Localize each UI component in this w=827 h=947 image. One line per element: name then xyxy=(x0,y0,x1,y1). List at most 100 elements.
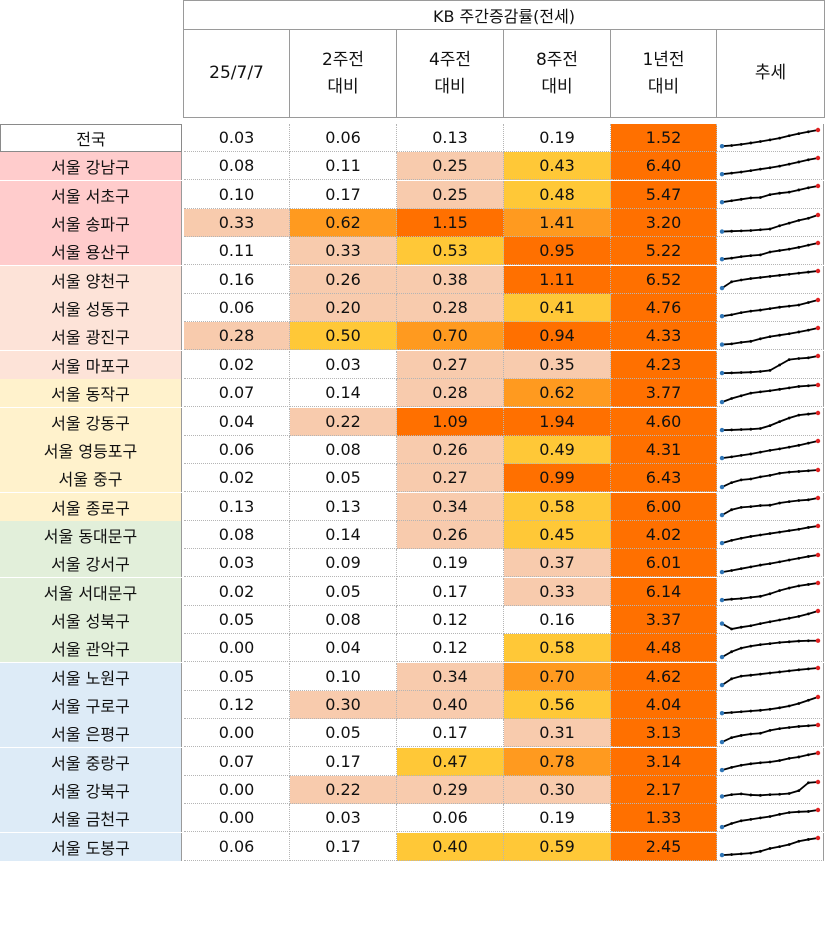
sparkline-point xyxy=(719,569,725,575)
trend-sparkline xyxy=(717,804,824,833)
sparkline-point xyxy=(749,709,753,712)
sparkline-svg xyxy=(719,439,821,461)
sparkline-point xyxy=(730,396,733,400)
table-row: 전국 0.03 0.06 0.13 0.19 1.52 xyxy=(0,124,827,152)
sparkline-point xyxy=(730,371,733,375)
sparkline-point xyxy=(797,218,801,222)
sparkline-point xyxy=(778,792,781,796)
sparkline-point xyxy=(739,340,743,344)
sparkline-point xyxy=(739,733,743,737)
sparkline-point xyxy=(730,677,733,681)
rate-cell: 0.10 xyxy=(290,662,397,691)
rate-cell: 1.33 xyxy=(611,804,717,833)
sparkline-svg xyxy=(719,665,821,688)
rate-cell: 0.62 xyxy=(290,209,397,238)
region-name: 서울 강동구 xyxy=(0,407,182,436)
sparkline-point xyxy=(815,694,821,699)
rate-cell: 0.03 xyxy=(184,124,290,152)
sparkline-svg xyxy=(719,127,821,148)
table-row: 서울 마포구 0.02 0.03 0.27 0.35 4.23 xyxy=(0,350,827,379)
sparkline-point xyxy=(797,724,801,728)
sparkline-point xyxy=(759,370,762,374)
table-row: 서울 노원구 0.05 0.10 0.34 0.70 4.62 xyxy=(0,662,827,691)
sparkline-point xyxy=(768,561,772,565)
sparkline-point xyxy=(797,330,801,334)
sparkline-point xyxy=(797,188,801,192)
region-name: 서울 중구 xyxy=(0,464,182,493)
rate-cell: 0.34 xyxy=(397,662,504,691)
table-row: 서울 종로구 0.13 0.13 0.34 0.58 6.00 xyxy=(0,492,827,521)
sparkline-point xyxy=(797,131,801,135)
sparkline-point xyxy=(719,484,725,489)
sparkline-point xyxy=(815,382,821,387)
region-name: 서울 은평구 xyxy=(0,719,182,748)
sparkline-point xyxy=(759,475,762,478)
region-name: 서울 강서구 xyxy=(0,549,182,578)
table-row: 서울 중랑구 0.07 0.17 0.47 0.78 3.14 xyxy=(0,747,827,776)
sparkline-point xyxy=(778,670,781,674)
sparkline-point xyxy=(778,191,781,195)
sparkline-point xyxy=(807,612,810,616)
table-row: 서울 서초구 0.10 0.17 0.25 0.48 5.47 xyxy=(0,180,827,209)
rate-cell: 4.02 xyxy=(611,520,717,549)
sparkline-point xyxy=(807,554,810,558)
trend-sparkline xyxy=(717,776,824,805)
sparkline-point xyxy=(787,162,791,166)
rate-cell: 0.05 xyxy=(184,605,290,634)
sparkline-point xyxy=(807,300,810,304)
column-header-text: 8주전 xyxy=(535,49,579,70)
sparkline-point xyxy=(815,779,821,784)
sparkline-point xyxy=(719,200,725,205)
rate-cell: 4.23 xyxy=(611,350,717,379)
sparkline-point xyxy=(730,312,733,316)
trend-sparkline xyxy=(717,464,824,493)
sparkline-point xyxy=(730,508,733,512)
sparkline-point xyxy=(778,589,781,593)
trend-sparkline xyxy=(717,549,824,578)
sparkline-point xyxy=(739,646,743,650)
rate-cell: 0.09 xyxy=(290,549,397,578)
region-name: 서울 용산구 xyxy=(0,237,182,266)
rate-cell: 0.50 xyxy=(290,322,397,351)
sparkline-point xyxy=(768,728,772,732)
sparkline-point xyxy=(768,369,772,373)
column-header-text: 25/7/7 xyxy=(209,63,264,83)
column-header-4: 1년전 대비 xyxy=(610,29,717,118)
sparkline-line xyxy=(721,610,819,631)
sparkline-svg xyxy=(719,609,821,631)
sparkline-point xyxy=(739,310,743,314)
rate-cell: 0.31 xyxy=(504,719,611,748)
trend-sparkline xyxy=(717,180,824,209)
sparkline-point xyxy=(768,250,772,254)
rate-cell: 0.07 xyxy=(184,379,290,408)
region-name: 서울 서대문구 xyxy=(0,577,182,606)
sparkline-point xyxy=(719,793,725,799)
sparkline-point xyxy=(719,256,725,262)
rate-cell: 0.59 xyxy=(504,832,611,861)
sparkline-point xyxy=(730,229,733,233)
rate-cell: 0.43 xyxy=(504,152,611,181)
rate-cell: 6.43 xyxy=(611,464,717,493)
rate-cell: 0.58 xyxy=(504,634,611,663)
column-header-text: 2주전 xyxy=(321,49,365,70)
sparkline-point xyxy=(768,847,772,851)
sparkline-point xyxy=(719,342,725,347)
sparkline-point xyxy=(797,303,801,307)
rate-cell: 0.00 xyxy=(184,634,290,663)
region-name: 서울 서초구 xyxy=(0,180,182,209)
sparkline-point xyxy=(739,142,743,146)
rate-cell: 0.12 xyxy=(397,634,504,663)
rate-cell: 0.20 xyxy=(290,294,397,323)
sparkline-svg xyxy=(719,240,821,262)
sparkline-point xyxy=(797,499,801,502)
rate-cell: 0.27 xyxy=(397,350,504,379)
rate-cell: 5.22 xyxy=(611,237,717,266)
sparkline-point xyxy=(807,129,810,133)
region-name: 전국 xyxy=(0,124,182,152)
sparkline-point xyxy=(768,592,772,596)
sparkline-point xyxy=(759,708,762,712)
trend-sparkline xyxy=(717,379,824,408)
region-name: 서울 영등포구 xyxy=(0,435,182,464)
rate-cell: 0.17 xyxy=(290,747,397,776)
sparkline-svg xyxy=(719,269,821,291)
